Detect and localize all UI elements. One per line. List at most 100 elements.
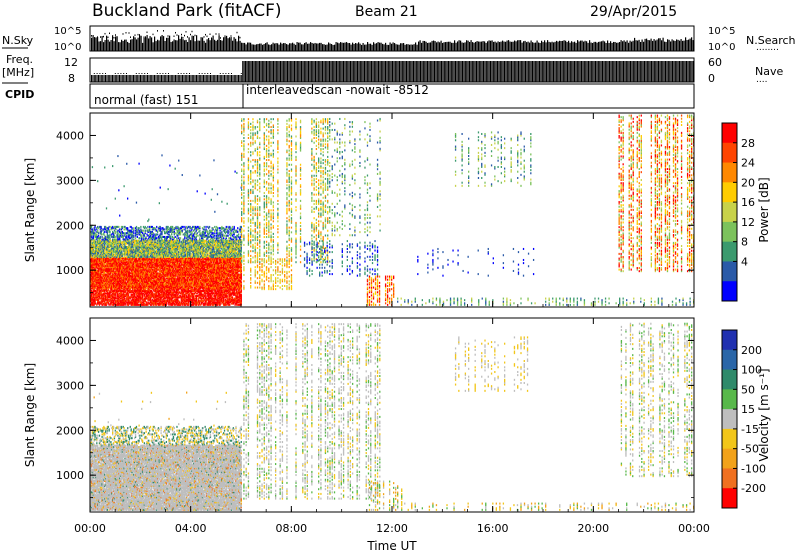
- noise-bar: [424, 41, 425, 51]
- noise-bar: [496, 43, 497, 51]
- nave-bar: [539, 61, 540, 82]
- noise-bar: [123, 41, 124, 51]
- noise-bar: [450, 42, 451, 51]
- noise-bar: [148, 38, 149, 51]
- noise-bar: [295, 45, 296, 51]
- noise-bar: [327, 45, 328, 51]
- nave-bar: [680, 61, 681, 82]
- noise-bar: [459, 40, 460, 51]
- freq-dot: [102, 73, 103, 74]
- nave-bar: [211, 75, 212, 82]
- noise-bar: [97, 37, 98, 51]
- nave-bar: [353, 61, 354, 82]
- noise-bar: [145, 38, 146, 51]
- freq-dot: [183, 73, 184, 74]
- noise-bar: [559, 41, 560, 51]
- nave-bar: [141, 75, 142, 82]
- nave-bar: [573, 61, 574, 82]
- nave-bar: [416, 61, 417, 82]
- nave-bar: [332, 61, 333, 82]
- noise-bar: [639, 40, 640, 51]
- noise-bar: [150, 36, 151, 51]
- noise-bar: [534, 43, 535, 51]
- noise-bar: [510, 42, 511, 51]
- noise-tick-right-top: 10^5: [708, 26, 735, 37]
- nave-bar: [515, 61, 516, 82]
- nave-bar: [651, 61, 652, 82]
- nave-bar: [104, 75, 105, 82]
- nave-bar: [615, 61, 616, 82]
- noise-bar: [526, 42, 527, 51]
- power-cell: [106, 207, 107, 209]
- noise-bar: [624, 40, 625, 51]
- freq-dot: [136, 73, 137, 74]
- noise-bar: [655, 41, 656, 51]
- noise-bar: [321, 43, 322, 51]
- nave-bar: [463, 61, 464, 82]
- noise-dot: [100, 36, 101, 38]
- nave-bar: [185, 75, 186, 82]
- nave-bar: [265, 61, 266, 82]
- noise-bar: [513, 42, 514, 51]
- nave-bar: [414, 61, 415, 82]
- noise-bar: [112, 35, 113, 51]
- nave-bar: [115, 75, 116, 82]
- nave-bar: [260, 61, 261, 82]
- nave-bar: [566, 61, 567, 82]
- nave-bar: [567, 61, 568, 82]
- nave-bar: [395, 61, 396, 82]
- noise-dot: [204, 36, 205, 38]
- noise-bar: [616, 43, 617, 51]
- noise-bar: [544, 40, 545, 51]
- noise-bar: [517, 40, 518, 51]
- noise-dot: [205, 34, 206, 36]
- noise-bar: [196, 35, 197, 51]
- power-cell: [104, 166, 105, 168]
- nave-bar: [161, 75, 162, 82]
- power-cell: [127, 227, 128, 229]
- nave-bar: [363, 61, 364, 82]
- noise-bar: [631, 42, 632, 51]
- power-cell: [127, 198, 128, 200]
- nave-bar: [262, 61, 263, 82]
- nave-bar: [608, 61, 609, 82]
- nave-bar: [645, 61, 646, 82]
- nave-bar: [169, 75, 170, 82]
- noise-bar: [403, 43, 404, 51]
- power-cell: [113, 232, 114, 234]
- noise-bar: [198, 41, 199, 51]
- noise-dot: [123, 33, 124, 35]
- noise-bar: [469, 42, 470, 51]
- nave-bar: [339, 61, 340, 82]
- noise-bar: [502, 41, 503, 51]
- nave-bar: [678, 61, 679, 82]
- nave-bar: [631, 61, 632, 82]
- nave-bar: [594, 61, 595, 82]
- nave-bar: [479, 61, 480, 82]
- freq-dot: [231, 73, 232, 74]
- noise-bars: [91, 30, 694, 51]
- nave-bar: [255, 61, 256, 82]
- nave-bar: [693, 61, 694, 82]
- nave-bar: [157, 75, 158, 82]
- nave-bar: [466, 61, 467, 82]
- noise-bar: [309, 44, 310, 51]
- noise-bar: [595, 42, 596, 51]
- nave-bar: [438, 61, 439, 82]
- noise-bar: [663, 38, 664, 51]
- noise-bar: [223, 37, 224, 51]
- noise-bar: [333, 45, 334, 51]
- nave-bar: [550, 61, 551, 82]
- noise-bar: [289, 43, 290, 51]
- nave-bar: [112, 75, 113, 82]
- nave-bar: [378, 61, 379, 82]
- noise-bar: [243, 43, 244, 51]
- noise-dot: [195, 35, 196, 37]
- noise-dot: [187, 36, 188, 38]
- nave-bar: [494, 61, 495, 82]
- noise-dot: [183, 37, 184, 39]
- nave-bar: [283, 61, 284, 82]
- noise-bar: [390, 42, 391, 51]
- nave-bar: [629, 61, 630, 82]
- power-cell: [136, 226, 137, 228]
